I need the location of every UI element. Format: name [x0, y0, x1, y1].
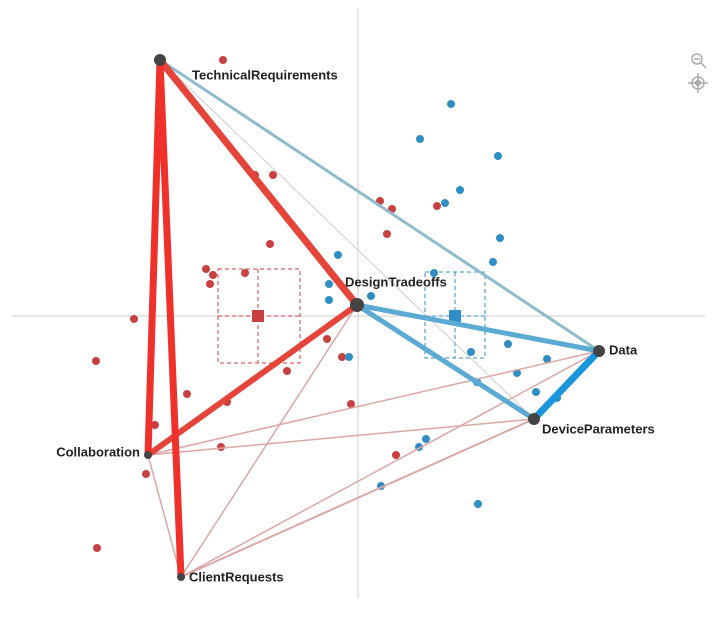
blue-point [474, 500, 482, 508]
red-point [151, 421, 159, 429]
red-point [209, 271, 217, 279]
edge [180, 418, 535, 578]
blue-center [449, 310, 461, 322]
blue-point [325, 296, 333, 304]
blue-point [334, 251, 342, 259]
edge [147, 454, 182, 578]
node-label: Collaboration [56, 444, 140, 459]
blue-point [504, 340, 512, 348]
node [154, 54, 166, 66]
red-point [202, 265, 210, 273]
zoom-handle [700, 62, 707, 69]
blue-point [441, 199, 449, 207]
red-point [183, 390, 191, 398]
red-point [142, 470, 150, 478]
blue-point [467, 348, 475, 356]
red-point [269, 171, 277, 179]
edge [354, 302, 602, 354]
red-point [266, 240, 274, 248]
blue-point [325, 280, 333, 288]
node-label: Data [609, 342, 638, 357]
node [144, 451, 152, 459]
edge [156, 56, 361, 309]
edge [144, 56, 164, 459]
red-point [433, 202, 441, 210]
red-point [383, 230, 391, 238]
node [177, 573, 185, 581]
node-label: DeviceParameters [542, 421, 655, 436]
red-box [217, 268, 301, 364]
reset-icon[interactable] [688, 73, 708, 93]
red-center [252, 310, 264, 322]
zoom-out-icon[interactable] [691, 53, 707, 69]
red-point [206, 280, 214, 288]
node [528, 413, 540, 425]
red-point [219, 56, 227, 64]
blue-point [489, 258, 497, 266]
blue-point [532, 388, 540, 396]
red-point [241, 269, 249, 277]
edge [180, 350, 600, 578]
blue-point [345, 353, 353, 361]
blue-point [416, 135, 424, 143]
node-label: TechnicalRequirements [192, 67, 338, 82]
red-point [130, 315, 138, 323]
node [350, 298, 364, 312]
edge [354, 302, 537, 422]
node [593, 345, 605, 357]
red-point [283, 367, 291, 375]
red-point [217, 443, 225, 451]
red-point [347, 400, 355, 408]
edge [156, 56, 185, 581]
edge [147, 418, 535, 456]
red-point [93, 544, 101, 552]
node-label: ClientRequests [189, 569, 284, 584]
blue-point [543, 355, 551, 363]
red-point [92, 357, 100, 365]
edge [159, 59, 535, 420]
edge [530, 347, 603, 423]
blue-point [367, 292, 375, 300]
edge [147, 350, 600, 456]
edge [180, 304, 358, 578]
blue-point [430, 269, 438, 277]
red-point [338, 353, 346, 361]
blue-point [447, 100, 455, 108]
zoom-lens [691, 53, 703, 65]
blue-point [456, 186, 464, 194]
blue-point [422, 435, 430, 443]
edge [158, 58, 601, 353]
edge [145, 302, 360, 458]
red-point [323, 335, 331, 343]
node-label: DesignTradeoffs [345, 274, 447, 289]
blue-point [494, 152, 502, 160]
red-point [392, 451, 400, 459]
blue-point [496, 234, 504, 242]
